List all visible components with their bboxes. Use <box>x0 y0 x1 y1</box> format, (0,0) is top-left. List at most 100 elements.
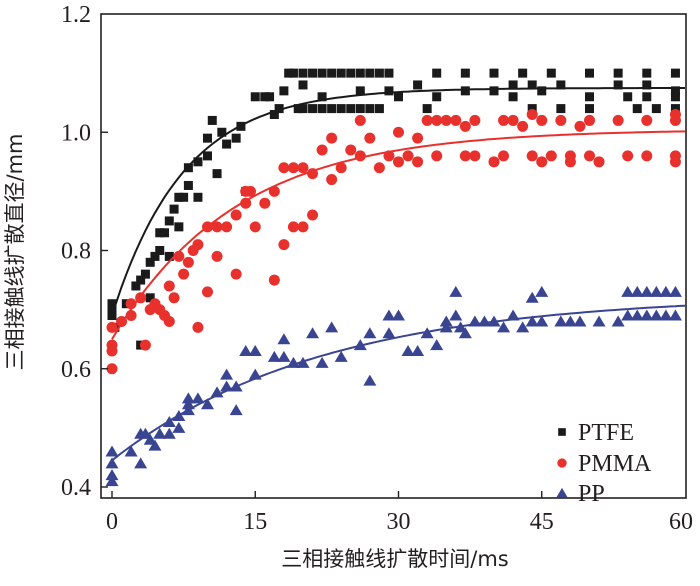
ptfe-point <box>374 104 384 114</box>
pmma-point <box>412 132 424 144</box>
pp-point <box>363 374 377 386</box>
pmma-point <box>421 114 433 126</box>
legend-marker-pmma <box>557 458 567 468</box>
pp-point <box>138 427 152 439</box>
x-axis: 0 15 30 45 60 <box>106 491 693 535</box>
plot-frame <box>100 13 687 499</box>
pmma-point <box>412 156 424 168</box>
pmma-point <box>431 114 443 126</box>
ptfe-point <box>298 68 308 78</box>
legend-marker-pp <box>556 487 568 498</box>
pp-point <box>554 315 568 327</box>
pmma-point <box>240 197 252 209</box>
ptfe-point <box>269 110 279 120</box>
pmma-point <box>163 280 175 292</box>
pp-point <box>649 285 663 297</box>
y-axis: 0.4 0.6 0.8 1.0 1.2 <box>61 2 108 501</box>
ptfe-point <box>642 68 652 78</box>
pp-point <box>630 285 644 297</box>
ptfe-point <box>623 92 633 102</box>
pmma-point <box>192 321 204 333</box>
ptfe-point <box>193 157 203 167</box>
pp-point <box>148 439 162 451</box>
ptfe-point <box>174 222 184 232</box>
pp-point <box>181 392 195 404</box>
pp-point <box>267 350 281 362</box>
pmma-point <box>211 250 223 262</box>
pp-point <box>621 309 635 321</box>
pp-point <box>201 398 214 410</box>
y-tick-label: 0.4 <box>61 475 91 501</box>
pp-point <box>506 309 520 321</box>
ptfe-point <box>308 104 318 114</box>
pmma-point <box>316 144 328 156</box>
pp-point <box>535 315 549 327</box>
ptfe-point <box>136 275 146 285</box>
pp-point <box>105 457 119 469</box>
pp-point <box>640 309 654 321</box>
pmma-point <box>326 174 338 186</box>
y-tick-label: 0.8 <box>61 239 91 265</box>
pmma-point <box>574 120 586 132</box>
pp-point <box>172 421 186 433</box>
ptfe-point <box>355 68 365 78</box>
pp-point <box>535 285 549 297</box>
pmma-point <box>364 132 376 144</box>
pmma-point <box>393 156 404 168</box>
pp-point <box>181 398 195 410</box>
pp-point <box>611 315 625 327</box>
pp-point <box>162 427 176 439</box>
ptfe-point <box>317 68 327 78</box>
pmma-point <box>450 114 462 126</box>
pmma-point <box>244 185 256 197</box>
ptfe-point <box>179 192 189 202</box>
pp-point <box>382 309 396 321</box>
ptfe-point <box>670 104 680 114</box>
pmma-point <box>230 268 242 280</box>
pp-point <box>134 457 148 469</box>
pmma-point <box>517 120 529 132</box>
ptfe-point <box>355 104 365 114</box>
ptfe-point <box>317 104 327 114</box>
pp-point <box>659 309 673 321</box>
pmma-point <box>584 114 595 126</box>
ptfe-point <box>164 251 174 261</box>
pmma-point <box>498 114 510 126</box>
pp-point <box>439 315 453 327</box>
y-tick-label: 1.2 <box>61 2 91 28</box>
pp-fit-line <box>111 304 686 462</box>
pp-point <box>306 327 320 339</box>
pp-point <box>458 327 472 339</box>
ptfe-point <box>413 80 423 90</box>
series-pp <box>105 285 682 487</box>
legend-marker-ptfe <box>558 428 566 436</box>
pp-point <box>277 333 291 345</box>
ptfe-point <box>160 228 170 238</box>
legend-label-pmma: PMMA <box>578 451 652 477</box>
pp-point <box>229 404 243 416</box>
ptfe-point <box>508 80 518 90</box>
pp-point <box>239 345 253 357</box>
pmma-point <box>469 150 481 162</box>
pp-point <box>573 315 587 327</box>
pmma-point <box>641 114 653 126</box>
pmma-point <box>297 221 309 233</box>
ptfe-point <box>432 68 442 78</box>
pmma-point <box>612 114 624 126</box>
ptfe-point <box>670 68 680 78</box>
pp-point <box>649 309 663 321</box>
pmma-point <box>163 315 175 327</box>
pp-point <box>363 327 377 339</box>
pp-point <box>640 285 654 297</box>
pmma-point <box>192 239 204 251</box>
pp-point <box>334 350 348 362</box>
pp-point <box>401 345 415 357</box>
legend-label-pp: PP <box>578 481 605 507</box>
ptfe-point <box>556 104 566 114</box>
y-tick-label: 1.0 <box>61 120 91 146</box>
ptfe-point <box>432 92 442 102</box>
ptfe-point <box>107 305 117 315</box>
y-tick-label: 0.6 <box>61 357 91 383</box>
x-tick-label: 60 <box>669 509 693 535</box>
ptfe-point <box>422 104 432 114</box>
